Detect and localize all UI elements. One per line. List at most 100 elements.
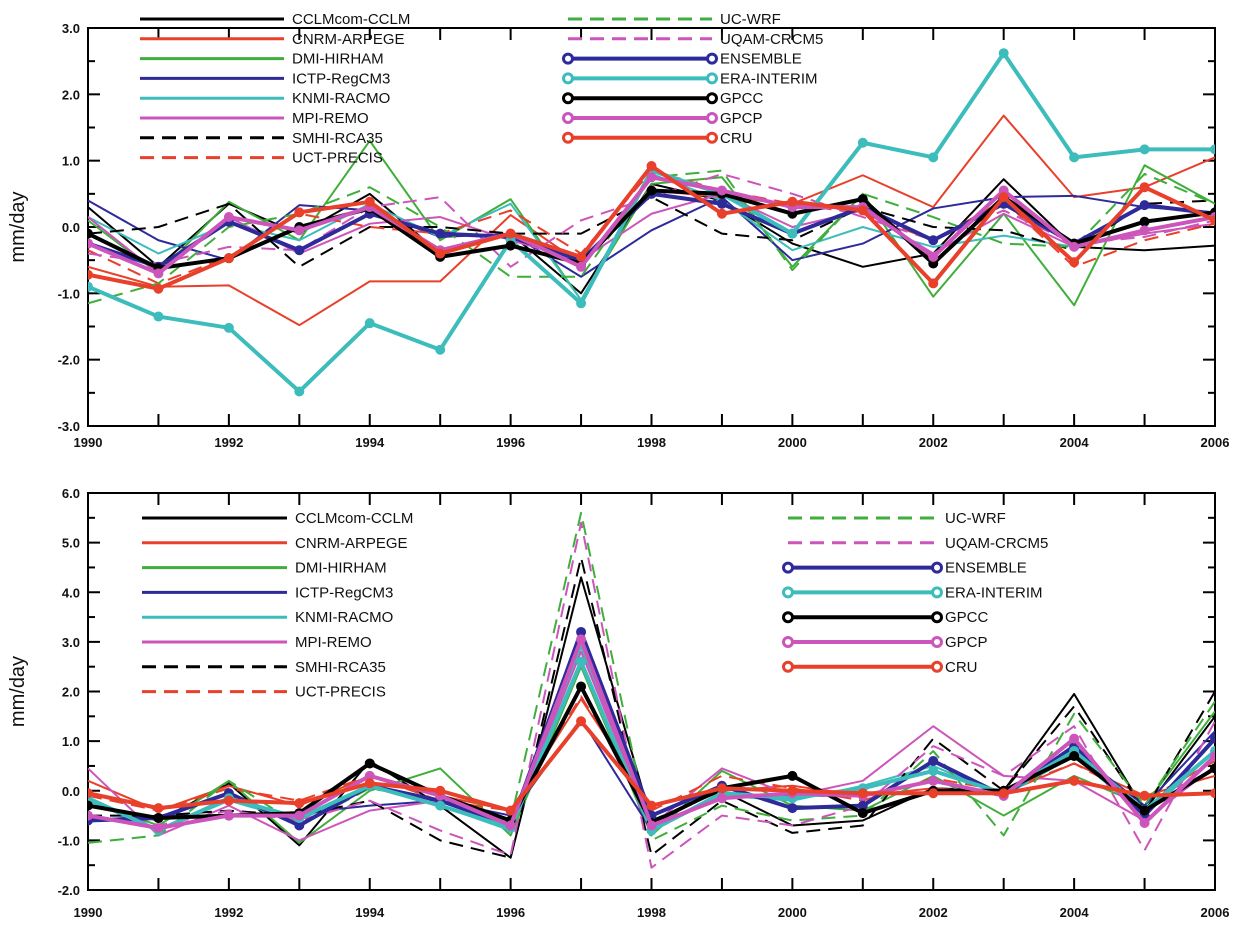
data-point-gpcp (1139, 818, 1150, 829)
data-point-cru (153, 283, 164, 294)
data-point-gpcp (223, 810, 234, 821)
data-point-gpcp (646, 820, 657, 831)
data-point-era-interim (576, 298, 587, 309)
y-tick-label: -2.0 (58, 883, 80, 898)
legend-label: CRU (945, 659, 978, 676)
data-point-cru (576, 716, 587, 727)
legend-marker (782, 561, 794, 574)
data-point-era-interim (294, 386, 305, 397)
data-point-cru (998, 192, 1009, 203)
legend-label: CCLMcom-CCLM (295, 510, 413, 527)
x-tick-label: 1996 (496, 905, 525, 920)
legend-label: DMI-HIRHAM (292, 51, 384, 68)
x-tick-label: 1990 (74, 435, 103, 450)
data-point-era-interim (928, 152, 939, 163)
data-point-cru (88, 269, 93, 280)
legend-label: UC-WRF (720, 11, 781, 28)
data-point-cru (294, 798, 305, 809)
data-point-gpcp (928, 775, 939, 786)
data-point-gpcc (787, 770, 798, 781)
x-tick-label: 1994 (355, 435, 385, 450)
data-point-cru (1069, 775, 1080, 786)
data-point-cru (435, 248, 446, 259)
legend-label: ICTP-RegCM3 (295, 584, 393, 601)
data-point-gpcc (88, 800, 93, 811)
legend-label: UC-WRF (945, 510, 1006, 527)
legend-marker (706, 72, 718, 85)
data-point-cru (88, 788, 93, 799)
legend-label: GPCP (945, 634, 988, 651)
data-point-era-interim (787, 228, 798, 239)
y-axis-label: mm/day (7, 191, 29, 262)
data-point-gpcp (576, 261, 587, 272)
data-point-cru (998, 788, 1009, 799)
x-tick-label: 2006 (1201, 435, 1230, 450)
data-point-cru (505, 805, 516, 816)
data-point-gpcp (646, 172, 657, 183)
legend-label: CCLMcom-CCLM (292, 11, 410, 28)
data-point-gpcc (153, 813, 164, 824)
data-point-era-interim (153, 311, 164, 322)
data-point-gpcc (1139, 216, 1150, 227)
legend-marker (782, 611, 794, 624)
data-point-cru (928, 788, 939, 799)
data-point-era-interim (435, 800, 446, 811)
data-point-gpcc (1069, 751, 1080, 762)
data-point-cru (787, 196, 798, 207)
x-tick-label: 2000 (778, 435, 807, 450)
data-point-gpcc (1139, 805, 1150, 816)
data-point-gpcp (1210, 751, 1215, 762)
legend-label: KNMI-RACMO (295, 609, 393, 626)
data-point-era-interim (576, 656, 587, 667)
x-tick-label: 1994 (355, 905, 385, 920)
data-point-cru (857, 205, 868, 216)
legend-label: MPI-REMO (295, 634, 372, 651)
legend-label: ERA-INTERIM (945, 584, 1043, 601)
y-tick-label: 1.0 (62, 154, 80, 169)
legend-marker (931, 660, 943, 673)
data-point-gpcc (505, 240, 516, 251)
data-point-cru (364, 778, 375, 789)
data-point-cru (435, 785, 446, 796)
legend-marker (782, 660, 794, 673)
data-point-ensemble (1210, 733, 1215, 744)
data-point-gpcc (576, 681, 587, 692)
series-line-smhi-rca35 (88, 196, 1215, 268)
data-point-era-interim (223, 322, 234, 333)
x-tick-label: 1996 (496, 435, 525, 450)
x-tick-label: 1990 (74, 905, 103, 920)
data-point-cru (857, 788, 868, 799)
y-tick-label: 4.0 (62, 585, 80, 600)
data-point-gpcp (153, 268, 164, 279)
legend-marker (562, 72, 574, 85)
series-line-uqam-crcm5 (88, 521, 1215, 869)
panel-1: -3.0 -2.0 -1.0 0.0 1.0 2.0 3.0 1990 1992 1994 1996… (7, 11, 1229, 450)
y-tick-label: 0.0 (62, 784, 80, 799)
data-point-era-interim (928, 765, 939, 776)
data-point-gpcp (88, 810, 93, 821)
legend-label: ICTP-RegCM3 (292, 70, 390, 87)
data-point-ensemble (716, 198, 727, 209)
data-point-era-interim (1069, 152, 1080, 163)
data-point-gpcp (505, 820, 516, 831)
y-tick-label: 0.0 (62, 220, 80, 235)
data-point-cru (1139, 790, 1150, 801)
y-tick-label: 6.0 (62, 486, 80, 501)
legend-marker (931, 561, 943, 574)
x-tick-label: 2004 (1060, 435, 1090, 450)
x-tick-label: 2006 (1201, 905, 1230, 920)
data-point-gpcc (857, 808, 868, 819)
series-line-ictp-regcm3 (88, 194, 1215, 278)
legend-label: DMI-HIRHAM (295, 560, 387, 577)
data-point-era-interim (998, 48, 1009, 59)
y-tick-label: -1.0 (58, 833, 80, 848)
y-tick-label: 3.0 (62, 635, 80, 650)
data-point-gpcp (1069, 241, 1080, 252)
data-point-cru (646, 160, 657, 171)
legend-label: ERA-INTERIM (720, 70, 818, 87)
data-point-cru (223, 253, 234, 264)
data-point-cru (576, 251, 587, 262)
data-point-cru (364, 196, 375, 207)
data-point-cru (716, 783, 727, 794)
